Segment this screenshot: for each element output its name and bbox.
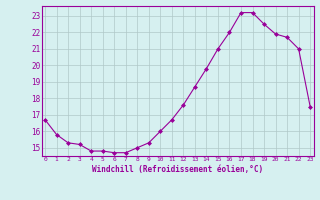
X-axis label: Windchill (Refroidissement éolien,°C): Windchill (Refroidissement éolien,°C)	[92, 165, 263, 174]
